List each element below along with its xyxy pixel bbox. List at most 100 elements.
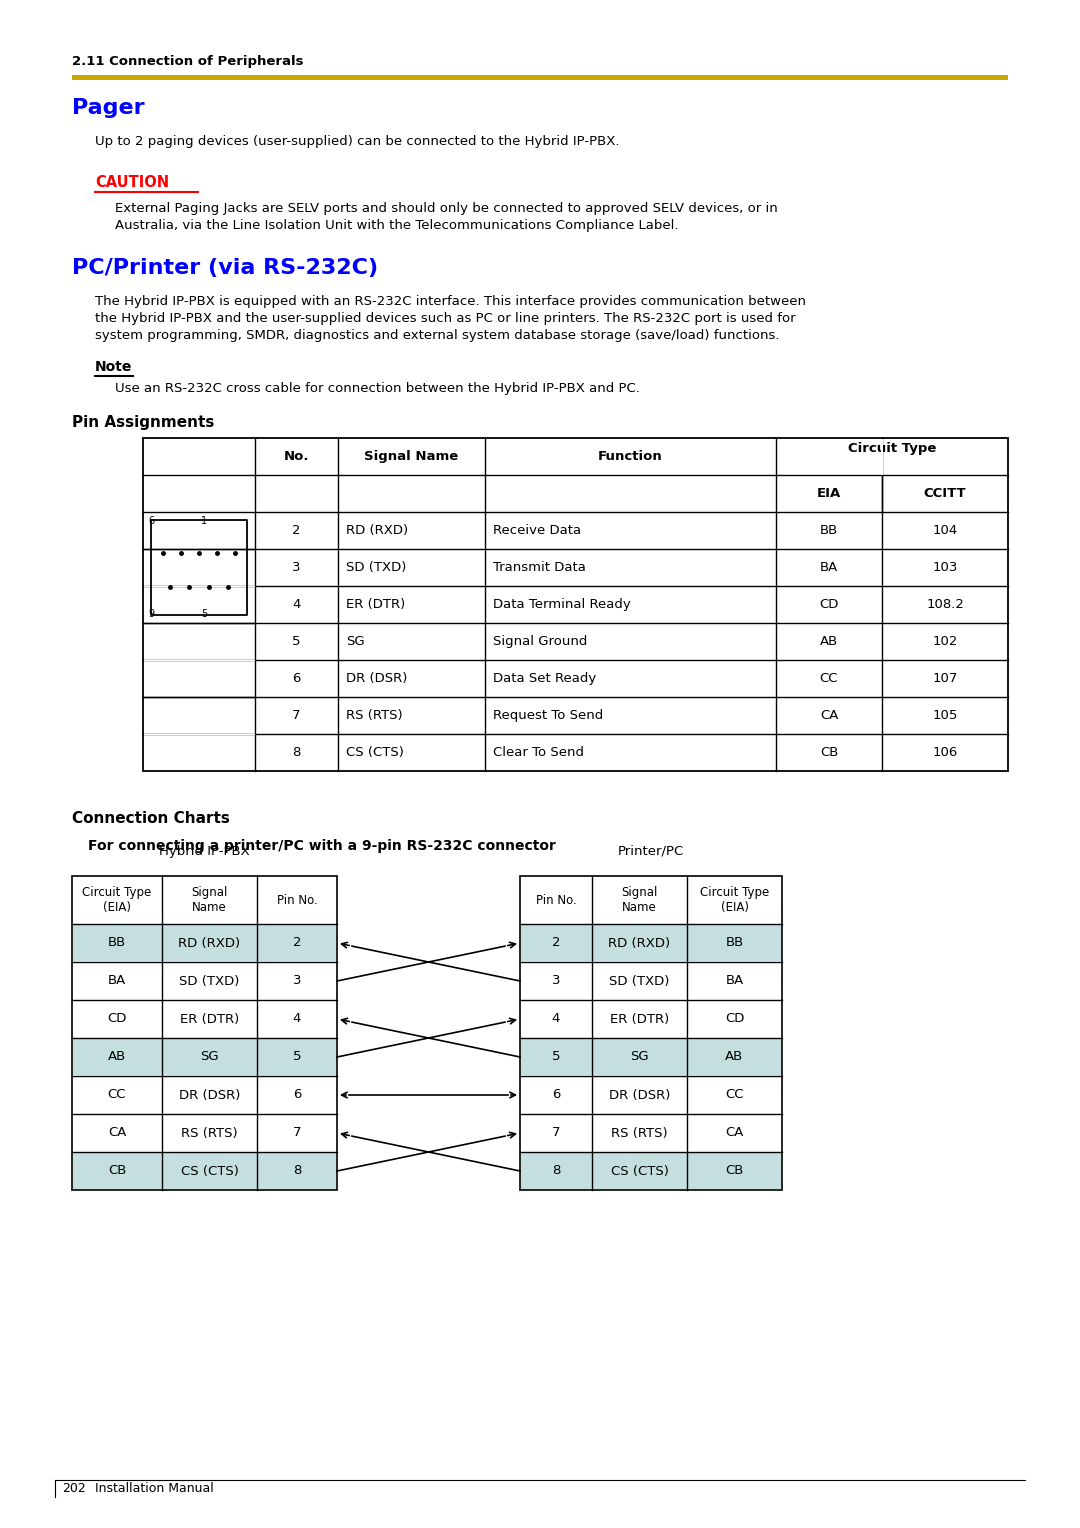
- Text: Note: Note: [95, 361, 133, 374]
- Text: RD (RXD): RD (RXD): [346, 524, 408, 536]
- Text: system programming, SMDR, diagnostics and external system database storage (save: system programming, SMDR, diagnostics an…: [95, 329, 780, 342]
- Text: 5: 5: [293, 1051, 301, 1063]
- Text: CB: CB: [108, 1164, 126, 1178]
- Bar: [151, 520, 247, 614]
- Text: ER (DTR): ER (DTR): [180, 1013, 239, 1025]
- Text: CA: CA: [820, 709, 838, 723]
- Text: BB: BB: [726, 937, 744, 949]
- Text: 5: 5: [201, 610, 207, 619]
- Text: Up to 2 paging devices (user-supplied) can be connected to the Hybrid IP-PBX.: Up to 2 paging devices (user-supplied) c…: [95, 134, 620, 148]
- Text: SG: SG: [346, 636, 365, 648]
- Text: 7: 7: [552, 1126, 561, 1140]
- Text: RS (RTS): RS (RTS): [346, 709, 403, 723]
- Text: 7: 7: [293, 709, 300, 723]
- Bar: [72, 1039, 336, 1076]
- Text: BB: BB: [820, 524, 838, 536]
- Text: Connection Charts: Connection Charts: [72, 811, 230, 827]
- Text: ER (DTR): ER (DTR): [610, 1013, 670, 1025]
- Text: EIA: EIA: [816, 487, 841, 500]
- Text: 106: 106: [932, 746, 958, 759]
- Text: 6: 6: [552, 1088, 561, 1102]
- Text: AB: AB: [820, 636, 838, 648]
- Bar: [521, 924, 781, 961]
- Text: Hybrid IP-PBX: Hybrid IP-PBX: [159, 845, 249, 859]
- Text: Clear To Send: Clear To Send: [492, 746, 584, 759]
- Text: CC: CC: [108, 1088, 126, 1102]
- Text: AB: AB: [108, 1051, 126, 1063]
- Text: No.: No.: [284, 451, 309, 463]
- Text: DR (DSR): DR (DSR): [179, 1088, 240, 1102]
- Text: 5: 5: [293, 636, 300, 648]
- Text: CB: CB: [820, 746, 838, 759]
- Text: RS (RTS): RS (RTS): [181, 1126, 238, 1140]
- Text: 1: 1: [201, 516, 207, 526]
- Text: Circuit Type: Circuit Type: [848, 442, 936, 455]
- Text: 105: 105: [932, 709, 958, 723]
- Text: 5: 5: [552, 1051, 561, 1063]
- Text: 104: 104: [932, 524, 958, 536]
- Bar: [72, 876, 337, 1190]
- Text: 6: 6: [293, 1088, 301, 1102]
- Text: External Paging Jacks are SELV ports and should only be connected to approved SE: External Paging Jacks are SELV ports and…: [114, 202, 778, 215]
- Text: Circuit Type
(EIA): Circuit Type (EIA): [82, 886, 151, 914]
- Text: Pin No.: Pin No.: [536, 894, 577, 906]
- Text: 2: 2: [293, 937, 301, 949]
- Text: BA: BA: [108, 975, 126, 987]
- Text: CC: CC: [726, 1088, 744, 1102]
- Text: 202: 202: [62, 1482, 85, 1494]
- Text: CS (CTS): CS (CTS): [180, 1164, 239, 1178]
- Text: 4: 4: [293, 1013, 301, 1025]
- Text: CS (CTS): CS (CTS): [610, 1164, 669, 1178]
- Text: BA: BA: [726, 975, 744, 987]
- Text: Data Set Ready: Data Set Ready: [492, 672, 596, 685]
- Bar: [72, 1152, 336, 1189]
- Text: the Hybrid IP-PBX and the user-supplied devices such as PC or line printers. The: the Hybrid IP-PBX and the user-supplied …: [95, 312, 796, 325]
- Text: For connecting a printer/PC with a 9-pin RS-232C connector: For connecting a printer/PC with a 9-pin…: [87, 839, 556, 853]
- Text: 102: 102: [932, 636, 958, 648]
- Text: 2: 2: [293, 524, 300, 536]
- Text: CB: CB: [726, 1164, 744, 1178]
- Text: Pin Assignments: Pin Assignments: [72, 416, 214, 429]
- Text: Request To Send: Request To Send: [492, 709, 604, 723]
- Text: Transmit Data: Transmit Data: [492, 561, 585, 575]
- Text: DR (DSR): DR (DSR): [346, 672, 407, 685]
- Bar: [72, 75, 1008, 79]
- Text: 3: 3: [552, 975, 561, 987]
- Text: 4: 4: [552, 1013, 561, 1025]
- Text: Signal Ground: Signal Ground: [492, 636, 588, 648]
- Bar: [521, 1152, 781, 1189]
- Text: CCITT: CCITT: [923, 487, 967, 500]
- Text: Pin No.: Pin No.: [276, 894, 318, 906]
- Text: 6: 6: [148, 516, 154, 526]
- Bar: [519, 876, 782, 1190]
- Text: Use an RS-232C cross cable for connection between the Hybrid IP-PBX and PC.: Use an RS-232C cross cable for connectio…: [114, 382, 639, 396]
- Text: The Hybrid IP-PBX is equipped with an RS-232C interface. This interface provides: The Hybrid IP-PBX is equipped with an RS…: [95, 295, 806, 309]
- Text: Signal Name: Signal Name: [364, 451, 459, 463]
- Text: Australia, via the Line Isolation Unit with the Telecommunications Compliance La: Australia, via the Line Isolation Unit w…: [114, 219, 678, 232]
- Text: CA: CA: [726, 1126, 744, 1140]
- Text: 8: 8: [293, 1164, 301, 1178]
- Text: 2.11 Connection of Peripherals: 2.11 Connection of Peripherals: [72, 55, 303, 69]
- Text: 108.2: 108.2: [926, 597, 964, 611]
- Text: ER (DTR): ER (DTR): [346, 597, 405, 611]
- Text: RD (RXD): RD (RXD): [608, 937, 671, 949]
- Text: 9: 9: [148, 610, 154, 619]
- Text: 107: 107: [932, 672, 958, 685]
- Text: CC: CC: [820, 672, 838, 685]
- Text: SD (TXD): SD (TXD): [609, 975, 670, 987]
- Text: Circuit Type
(EIA): Circuit Type (EIA): [700, 886, 769, 914]
- Text: Signal
Name: Signal Name: [621, 886, 658, 914]
- Text: SG: SG: [200, 1051, 219, 1063]
- Text: Printer/PC: Printer/PC: [618, 845, 684, 859]
- Text: SD (TXD): SD (TXD): [179, 975, 240, 987]
- Text: 8: 8: [293, 746, 300, 759]
- Text: Pager: Pager: [72, 98, 145, 118]
- Text: 3: 3: [293, 975, 301, 987]
- Text: 7: 7: [293, 1126, 301, 1140]
- Text: RD (RXD): RD (RXD): [178, 937, 241, 949]
- Text: CA: CA: [108, 1126, 126, 1140]
- Text: 6: 6: [293, 672, 300, 685]
- Bar: [881, 439, 882, 475]
- Text: CD: CD: [725, 1013, 744, 1025]
- Text: Installation Manual: Installation Manual: [95, 1482, 214, 1494]
